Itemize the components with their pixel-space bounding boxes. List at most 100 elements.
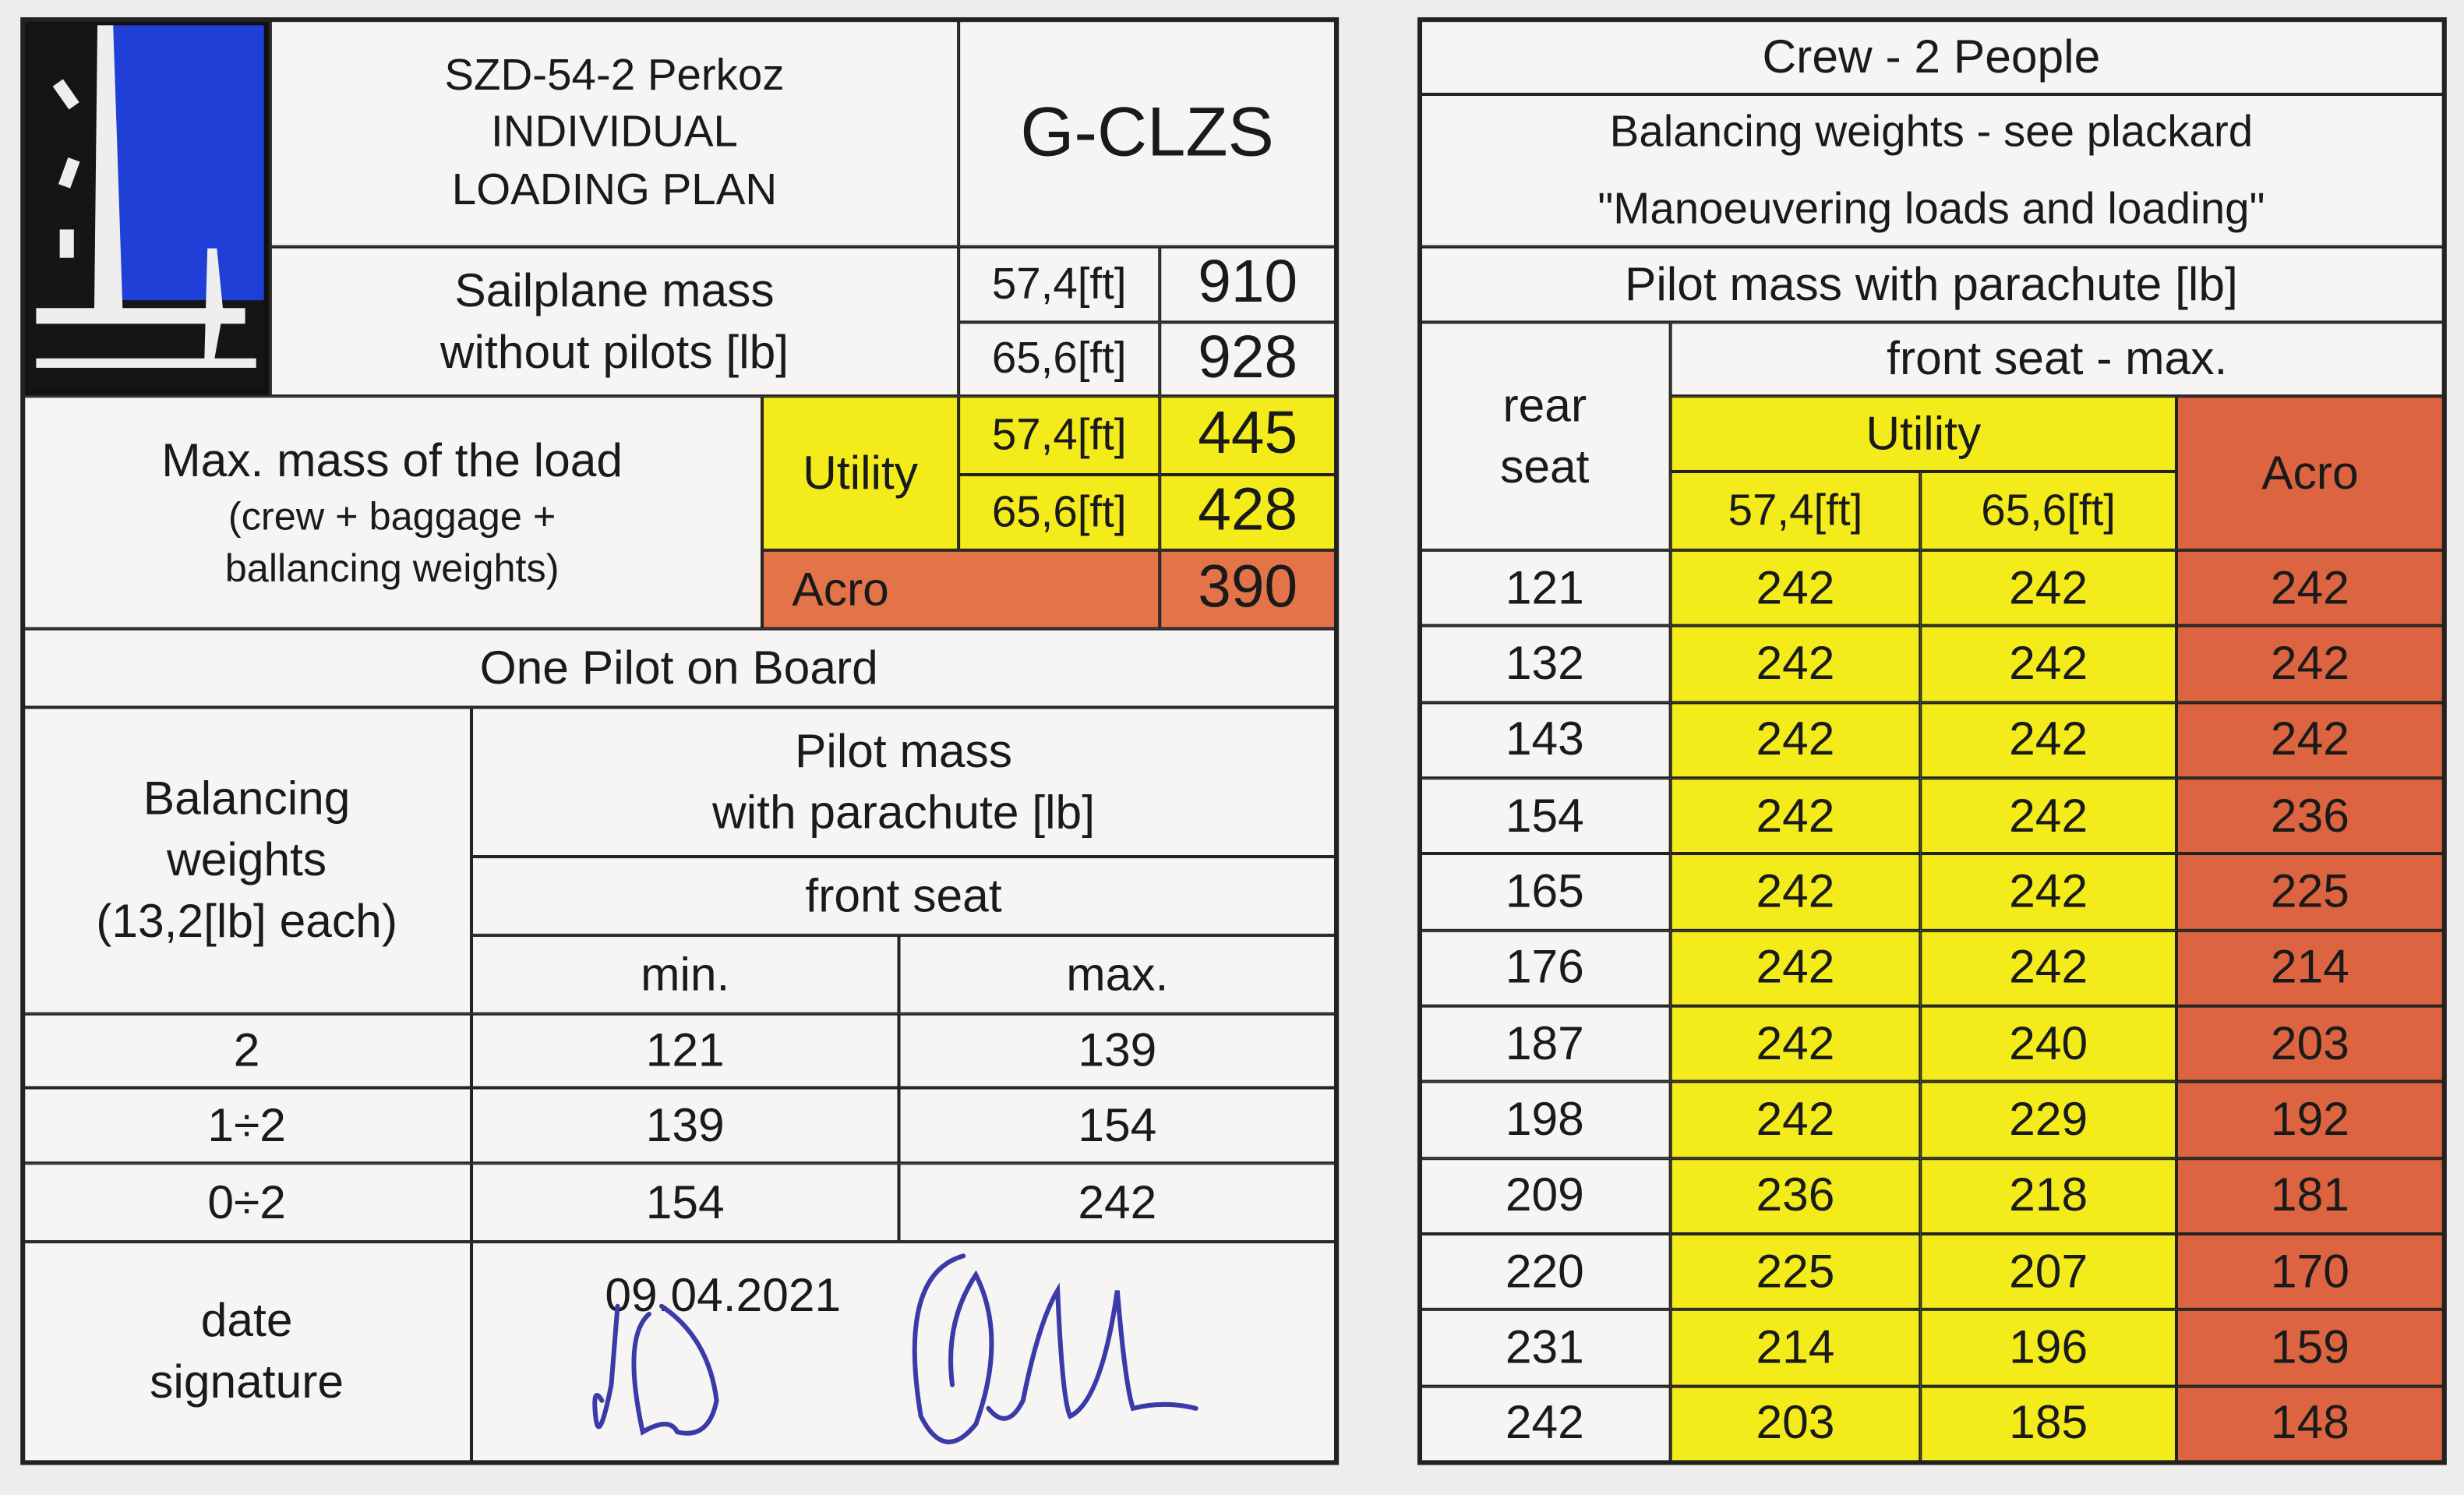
- balancing-weights-label: Balancing weights (13,2[lb] each): [22, 707, 471, 1014]
- label-line: without pilots [lb]: [439, 326, 789, 378]
- rear-seat-cell: 154: [1418, 778, 1671, 854]
- label-line: Pilot mass: [795, 725, 1013, 778]
- acro-value: 390: [1160, 550, 1336, 629]
- max-header: max.: [898, 935, 1336, 1014]
- acro-header: Acro: [2176, 396, 2444, 550]
- rear-seat-cell: 176: [1418, 930, 1671, 1006]
- utility-57-cell: 225: [1670, 1234, 1921, 1310]
- acro-cell: 236: [2176, 778, 2444, 854]
- utility-65-cell: 242: [1920, 778, 2176, 854]
- rear-seat-cell: 132: [1418, 626, 1671, 702]
- label-line: ballancing weights): [224, 546, 560, 591]
- title-line: LOADING PLAN: [451, 164, 778, 214]
- label-line: with parachute [lb]: [712, 786, 1096, 839]
- title-line: INDIVIDUAL: [491, 107, 738, 157]
- span-cell: 65,6[ft]: [958, 475, 1160, 550]
- note-line: Balancing weights - see plackard: [1609, 107, 2254, 156]
- span-cell: 65,6[ft]: [958, 322, 1160, 397]
- pilot-mass-label: Pilot mass with parachute [lb]: [471, 707, 1336, 857]
- acro-cell: 181: [2176, 1157, 2444, 1234]
- acro-cell: 170: [2176, 1234, 2444, 1310]
- rear-seat-cell: 187: [1418, 1006, 1671, 1083]
- span-header: 57,4[ft]: [1670, 471, 1921, 550]
- utility-65-cell: 196: [1920, 1309, 2176, 1386]
- mass-value: 928: [1160, 322, 1336, 397]
- rear-seat-cell: 242: [1418, 1385, 1671, 1462]
- logo-graphic: [28, 25, 264, 391]
- one-pilot-max-cell: 242: [898, 1163, 1336, 1242]
- utility-value: 428: [1160, 475, 1336, 550]
- label-line: (13,2[lb] each): [96, 896, 397, 949]
- rear-seat-header: rear seat: [1418, 322, 1671, 550]
- utility-65-cell: 242: [1920, 930, 2176, 1006]
- utility-57-cell: 242: [1670, 626, 1921, 702]
- span-header: 65,6[ft]: [1920, 471, 2176, 550]
- acro-cell: 242: [2176, 626, 2444, 702]
- date-value: 09.04.2021: [605, 1270, 842, 1322]
- utility-65-cell: 242: [1920, 702, 2176, 779]
- utility-57-cell: 242: [1670, 702, 1921, 779]
- acro-text: Acro: [792, 563, 889, 616]
- one-pilot-title: One Pilot on Board: [22, 628, 1336, 708]
- utility-57-cell: 242: [1670, 930, 1921, 1006]
- title-cell: SZD-54-2 Perkoz INDIVIDUAL LOADING PLAN: [270, 19, 959, 247]
- rear-seat-cell: 121: [1418, 550, 1671, 627]
- utility-65-cell: 242: [1920, 626, 2176, 702]
- rear-seat-cell: 165: [1418, 854, 1671, 931]
- rear-seat-cell: 143: [1418, 702, 1671, 779]
- acro-cell: 192: [2176, 1082, 2444, 1158]
- one-pilot-max-cell: 154: [898, 1087, 1336, 1164]
- one-pilot-weights-cell: 0÷2: [22, 1163, 471, 1242]
- utility-65-cell: 229: [1920, 1082, 2176, 1158]
- utility-65-cell: 185: [1920, 1385, 2176, 1462]
- signature-cell: 09.04.2021: [471, 1242, 1336, 1462]
- utility-57-cell: 242: [1670, 1006, 1921, 1083]
- label-line: signature: [150, 1356, 344, 1408]
- utility-57-cell: 236: [1670, 1157, 1921, 1234]
- label-line: seat: [1500, 440, 1590, 493]
- rear-seat-cell: 231: [1418, 1309, 1671, 1386]
- rear-seat-cell: 220: [1418, 1234, 1671, 1310]
- utility-57-cell: 214: [1670, 1309, 1921, 1386]
- front-seat-max-header: front seat - max.: [1670, 322, 2444, 397]
- label-line: rear: [1502, 380, 1587, 432]
- registration: G-CLZS: [958, 19, 1336, 247]
- utility-value: 445: [1160, 396, 1336, 475]
- label-line: Balancing: [143, 773, 351, 825]
- utility-65-cell: 207: [1920, 1234, 2176, 1310]
- one-pilot-min-cell: 139: [471, 1087, 899, 1164]
- utility-57-cell: 242: [1670, 778, 1921, 854]
- label-line: date: [200, 1295, 293, 1348]
- one-pilot-weights-cell: 2: [22, 1013, 471, 1088]
- acro-cell: 242: [2176, 550, 2444, 627]
- label-line: Sailplane mass: [454, 264, 775, 317]
- label-line: weights: [167, 834, 327, 887]
- utility-65-cell: 240: [1920, 1006, 2176, 1083]
- crew-title: Crew - 2 People: [1418, 19, 2444, 94]
- title-line: SZD-54-2 Perkoz: [444, 50, 785, 99]
- max-load-label: Max. mass of the load (crew + baggage + …: [22, 396, 763, 629]
- acro-cell: 242: [2176, 702, 2444, 779]
- acro-cell: 203: [2176, 1006, 2444, 1083]
- pilot-mass-header: Pilot mass with parachute [lb]: [1418, 246, 2444, 323]
- span-cell: 57,4[ft]: [958, 246, 1160, 323]
- one-pilot-min-cell: 154: [471, 1163, 899, 1242]
- acro-cell: 225: [2176, 854, 2444, 931]
- acro-cell: 148: [2176, 1385, 2444, 1462]
- utility-label: Utility: [762, 396, 959, 550]
- one-pilot-min-cell: 121: [471, 1013, 899, 1088]
- note-line: "Manoeuvering loads and loading": [1597, 182, 2265, 232]
- label-line: (crew + baggage +: [228, 495, 556, 539]
- one-pilot-weights-cell: 1÷2: [22, 1087, 471, 1164]
- label-line: Max. mass of the load: [161, 435, 623, 488]
- utility-header: Utility: [1670, 396, 2176, 472]
- balancing-note: Balancing weights - see plackard "Manoeu…: [1418, 94, 2444, 247]
- acro-cell: 159: [2176, 1309, 2444, 1386]
- rear-seat-cell: 198: [1418, 1082, 1671, 1158]
- utility-65-cell: 242: [1920, 550, 2176, 627]
- utility-57-cell: 242: [1670, 550, 1921, 627]
- date-signature-label: date signature: [22, 1242, 471, 1462]
- acro-label: Acro: [762, 550, 1160, 629]
- front-seat-label: front seat: [471, 857, 1336, 935]
